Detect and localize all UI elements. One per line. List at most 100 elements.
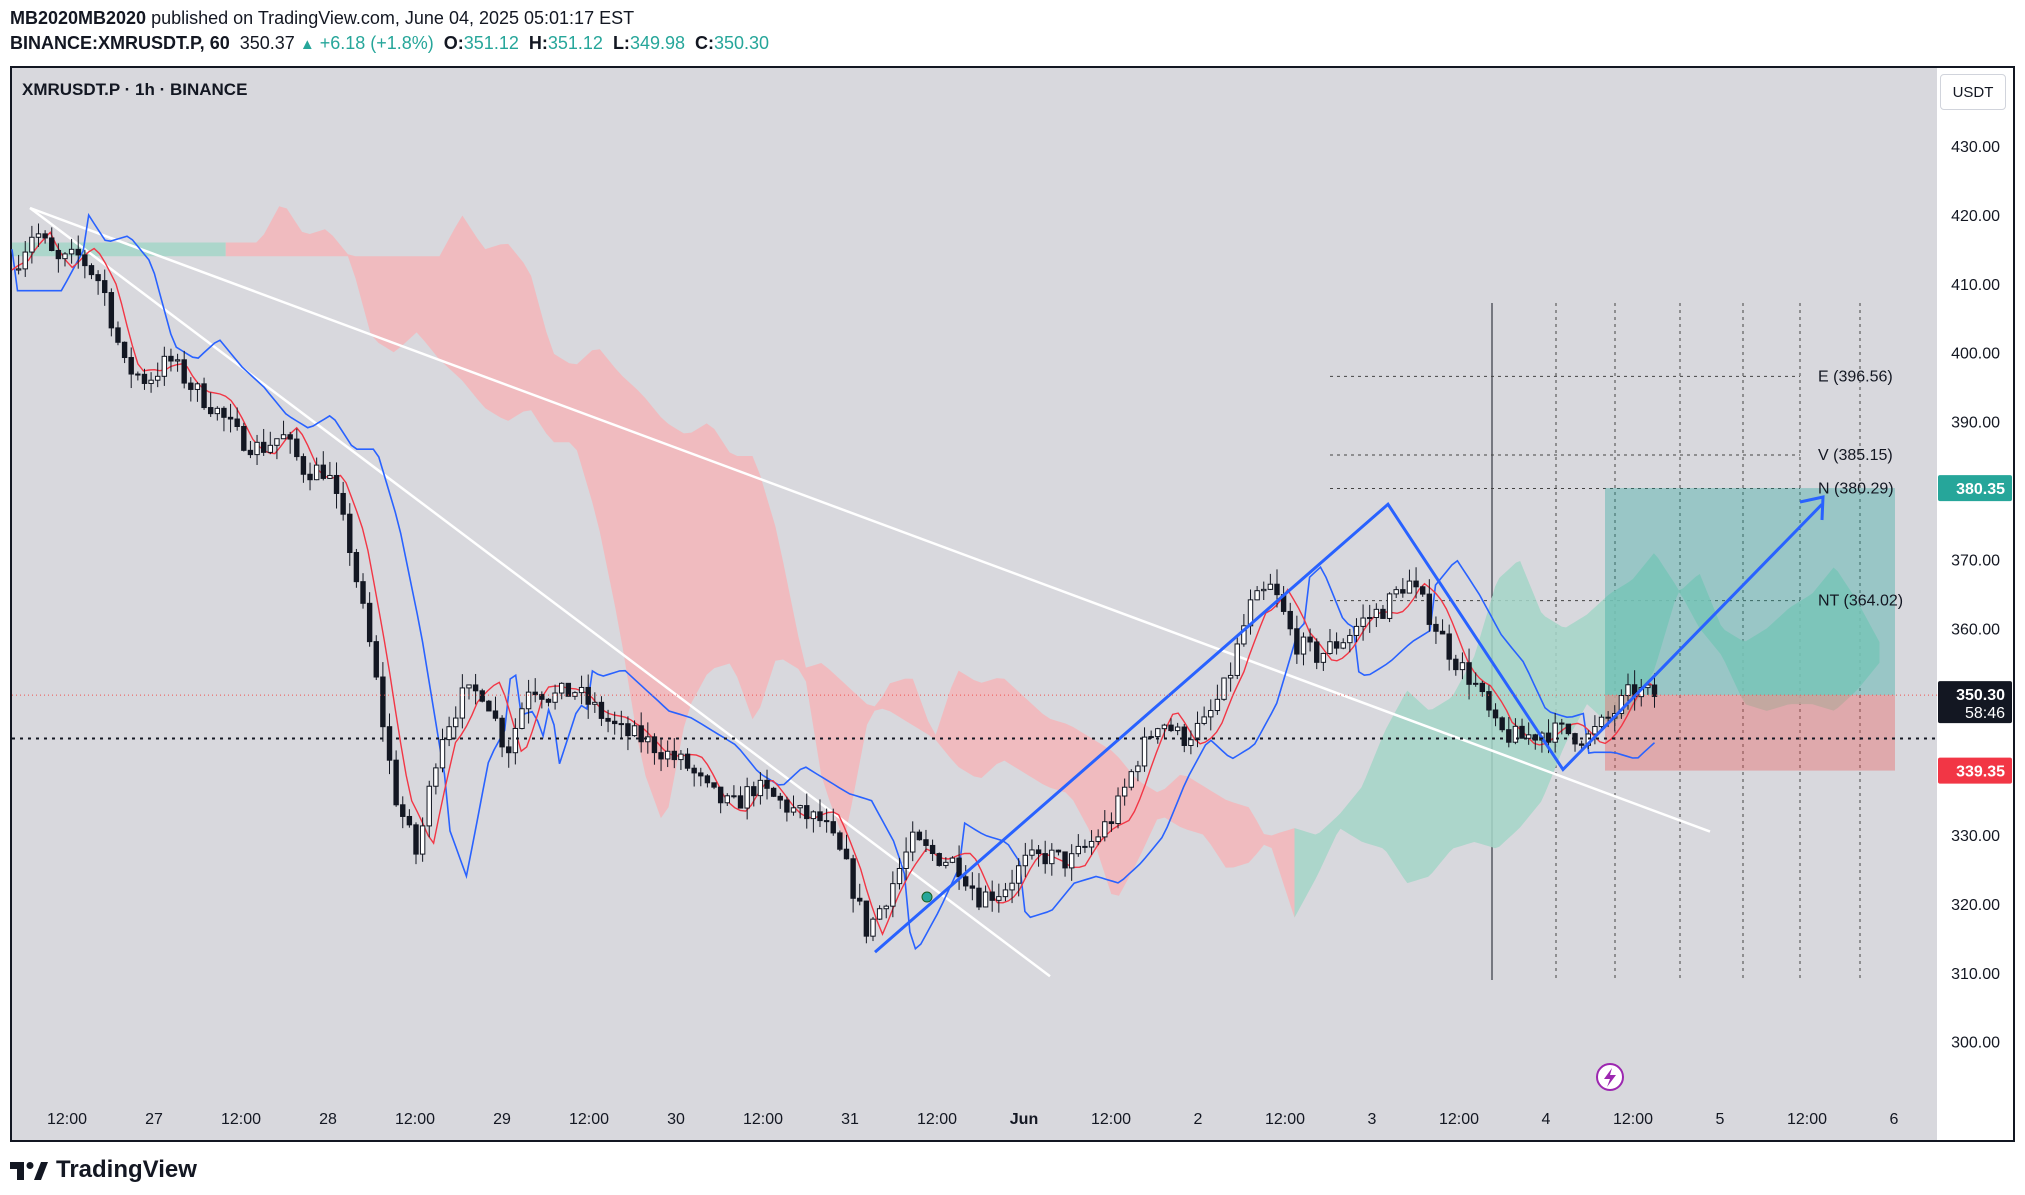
candle-down: [1559, 722, 1565, 725]
candle-up: [572, 692, 578, 697]
candle-up: [1208, 710, 1214, 718]
candle-down: [102, 280, 108, 294]
candle-down: [598, 701, 605, 719]
candle-up: [1227, 674, 1234, 679]
x-tick-label: 12:00: [569, 1111, 609, 1128]
projection-labels: E (396.56) V (385.15) N (380.29) NT (364.02…: [1818, 368, 1903, 609]
candle-down: [300, 456, 307, 475]
candle-down: [108, 292, 115, 329]
candle-down: [75, 248, 81, 256]
candle-down: [711, 782, 717, 788]
candle-down: [287, 434, 293, 440]
candle-down: [492, 710, 499, 719]
candle-down: [1565, 723, 1572, 735]
candle-up: [896, 867, 903, 885]
candle-up: [1300, 636, 1307, 655]
candle-down: [532, 691, 538, 696]
x-tick-label: 2: [1194, 1111, 1203, 1128]
candle-down: [929, 844, 936, 855]
x-tick-label: 28: [319, 1111, 337, 1128]
candle-up: [1327, 641, 1333, 654]
price-badge: [1938, 757, 2012, 784]
candle-down: [751, 786, 757, 797]
signal-dot: [921, 891, 933, 903]
kumo-green-early: [12, 242, 226, 257]
candle-down: [1446, 633, 1452, 660]
x-tick-label: 12:00: [1439, 1111, 1479, 1128]
close-label: C:: [695, 33, 715, 53]
lightning-icon[interactable]: [1596, 1063, 1624, 1091]
candle-up: [419, 825, 426, 855]
candle-down: [969, 885, 976, 889]
candle-up: [1135, 765, 1141, 773]
candle-down: [1287, 610, 1293, 630]
candle-down: [247, 449, 254, 456]
candle-down: [777, 795, 783, 801]
currency-button[interactable]: USDT: [1940, 74, 2006, 110]
candle-down: [400, 804, 406, 817]
x-tick-label: 12:00: [743, 1111, 783, 1128]
x-tick-label: 30: [667, 1111, 685, 1128]
candle-up: [453, 717, 459, 728]
candle-down: [115, 327, 121, 343]
tradingview-logo-icon: [10, 1162, 48, 1180]
candle-down: [141, 373, 148, 384]
candle-up: [1121, 786, 1128, 797]
candle-down: [1108, 821, 1115, 825]
candle-up: [15, 268, 22, 271]
candle-down: [360, 581, 366, 604]
candle-up: [459, 687, 466, 719]
candle-up: [1029, 849, 1035, 856]
trendline-long: [29, 206, 1711, 833]
candle-up: [1320, 652, 1327, 663]
candle-down: [406, 815, 413, 826]
candle-down: [413, 824, 419, 855]
tradingview-logo[interactable]: TradingView: [10, 1153, 197, 1187]
candle-down: [843, 848, 850, 860]
candle-up: [1068, 853, 1075, 869]
candle-up: [1141, 736, 1148, 767]
candle-down: [42, 233, 48, 239]
candle-down: [704, 775, 711, 784]
candle-down: [1506, 729, 1512, 743]
candle-down: [850, 858, 856, 899]
high-value: 351.12: [547, 33, 603, 53]
target-zone: [1605, 488, 1895, 696]
candle-up: [327, 474, 333, 479]
close-value: 350.30: [714, 33, 770, 53]
up-triangle-icon: ▲: [299, 36, 315, 53]
candle-down: [347, 513, 353, 554]
author-name[interactable]: MB2020MB2020: [10, 8, 147, 28]
candle-down: [1294, 628, 1300, 655]
candle-up: [910, 831, 916, 853]
candle-up: [1347, 634, 1353, 644]
candle-up: [254, 441, 260, 456]
candle-up: [280, 434, 287, 440]
candle-down: [260, 441, 267, 453]
candle-up: [525, 691, 532, 710]
candle-up: [1406, 580, 1413, 594]
candle-up: [1386, 593, 1393, 619]
y-tick-label: 360.00: [1951, 621, 2000, 638]
open-value: 351.12: [463, 33, 519, 53]
candle-down: [857, 897, 863, 902]
candle-up: [62, 253, 68, 260]
candle-down: [1492, 709, 1499, 719]
candle-down: [1453, 658, 1459, 671]
candle-up: [267, 444, 273, 453]
candle-down: [916, 831, 923, 841]
candle-up: [559, 682, 565, 694]
candle-down: [380, 676, 386, 728]
zigzag-pattern: [874, 502, 1824, 954]
symbol-line: BINANCE:XMRUSDT.P, 60: [10, 33, 230, 53]
candle-up: [1373, 608, 1380, 619]
candle-up: [446, 726, 452, 741]
candle-down: [121, 341, 128, 359]
chart-symbol-title[interactable]: XMRUSDT.P · 1h · BINANCE: [22, 80, 248, 99]
candle-down: [128, 357, 134, 375]
candle-up: [996, 896, 1002, 901]
candle-up: [1148, 736, 1154, 739]
candle-up: [22, 251, 28, 270]
